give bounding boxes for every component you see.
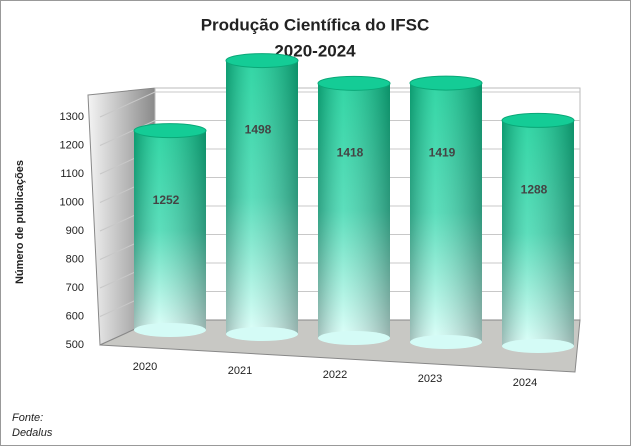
y-tick-label: 1200 xyxy=(60,139,84,151)
data-label: 1498 xyxy=(245,123,272,137)
y-tick-label: 1300 xyxy=(60,111,84,123)
bar-shade xyxy=(134,130,206,330)
bar-bottom xyxy=(134,323,206,337)
bar-shade xyxy=(502,120,574,346)
y-tick-label: 600 xyxy=(66,310,84,322)
bar-shade xyxy=(226,60,298,334)
x-tick-label: 2022 xyxy=(323,369,347,381)
data-label: 1418 xyxy=(337,146,364,160)
bar-top xyxy=(317,75,391,91)
chart-subtitle: 2020-2024 xyxy=(274,41,356,60)
y-tick-label: 1100 xyxy=(60,168,84,180)
x-tick-label: 2023 xyxy=(418,373,442,385)
bar-top xyxy=(501,112,575,128)
y-tick-label: 800 xyxy=(66,253,84,265)
y-tick-label: 900 xyxy=(66,225,84,237)
bar-shade xyxy=(410,83,482,343)
y-tick-label: 1000 xyxy=(60,196,84,208)
bar-bottom xyxy=(318,331,390,345)
bar-bottom xyxy=(226,327,298,341)
bar-bottom xyxy=(502,339,574,353)
x-tick-label: 2021 xyxy=(228,365,252,377)
x-tick-label: 2024 xyxy=(513,377,537,389)
y-tick-label: 700 xyxy=(66,282,84,294)
chart-title: Produção Científica do IFSC xyxy=(201,15,430,34)
bar-top xyxy=(225,53,299,69)
source-note: Fonte: xyxy=(12,412,43,424)
bar-bottom xyxy=(410,335,482,349)
data-label: 1419 xyxy=(429,145,456,159)
data-label: 1252 xyxy=(153,193,180,207)
bar-top xyxy=(409,75,483,91)
data-label: 1288 xyxy=(521,183,548,197)
source-note: Dedalus xyxy=(12,427,53,439)
bar-shade xyxy=(318,83,390,339)
bar-top xyxy=(133,123,207,139)
y-tick-label: 500 xyxy=(66,339,84,351)
x-tick-label: 2020 xyxy=(133,361,157,373)
y-axis-label: Número de publicações xyxy=(14,160,26,284)
